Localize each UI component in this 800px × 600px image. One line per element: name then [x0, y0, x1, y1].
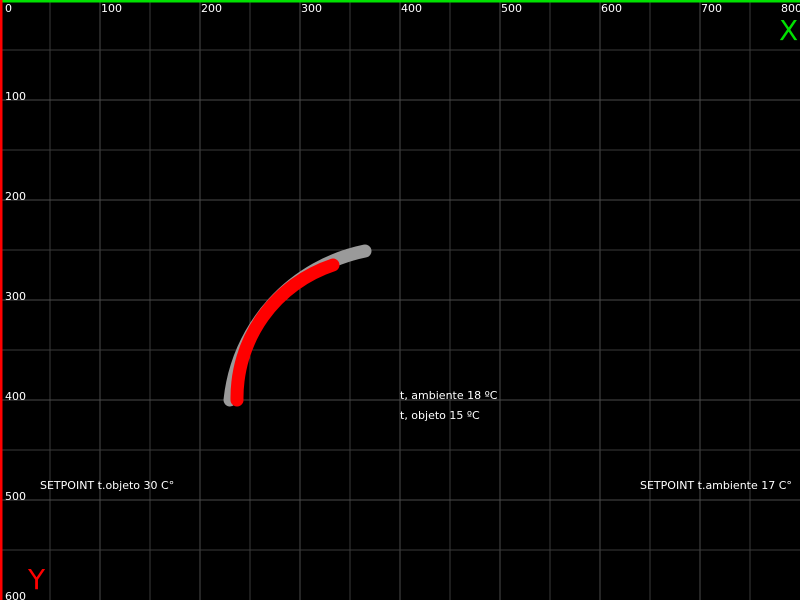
y-tick-label: 400	[5, 390, 26, 403]
y-tick-labels: 100 200 300 400 500 600	[5, 90, 26, 600]
y-tick-label: 500	[5, 490, 26, 503]
object-temperature-readout: t, objeto 15 ºC	[400, 409, 480, 422]
y-tick-label: 600	[5, 590, 26, 600]
y-tick-label: 200	[5, 190, 26, 203]
object-setpoint-label: SETPOINT t.objeto 30 C°	[40, 479, 175, 492]
ambient-setpoint-label: SETPOINT t.ambiente 17 C°	[640, 479, 792, 492]
x-tick-labels: 0 100 200 300 400 500 600 700 800	[5, 2, 800, 15]
y-tick-label: 300	[5, 290, 26, 303]
y-axis-letter: Y	[27, 563, 46, 596]
x-tick-label: 100	[101, 2, 122, 15]
y-tick-label: 100	[5, 90, 26, 103]
x-tick-label: 500	[501, 2, 522, 15]
gauge-value-arc	[230, 258, 340, 407]
x-tick-label: 200	[201, 2, 222, 15]
x-tick-label: 700	[701, 2, 722, 15]
x-tick-label: 800	[781, 2, 800, 15]
x-tick-label: 600	[601, 2, 622, 15]
x-axis-letter: X	[779, 14, 798, 47]
x-tick-label: 300	[301, 2, 322, 15]
x-tick-label: 400	[401, 2, 422, 15]
x-tick-label: 0	[5, 2, 12, 15]
ambient-temperature-readout: t, ambiente 18 ºC	[400, 389, 498, 402]
